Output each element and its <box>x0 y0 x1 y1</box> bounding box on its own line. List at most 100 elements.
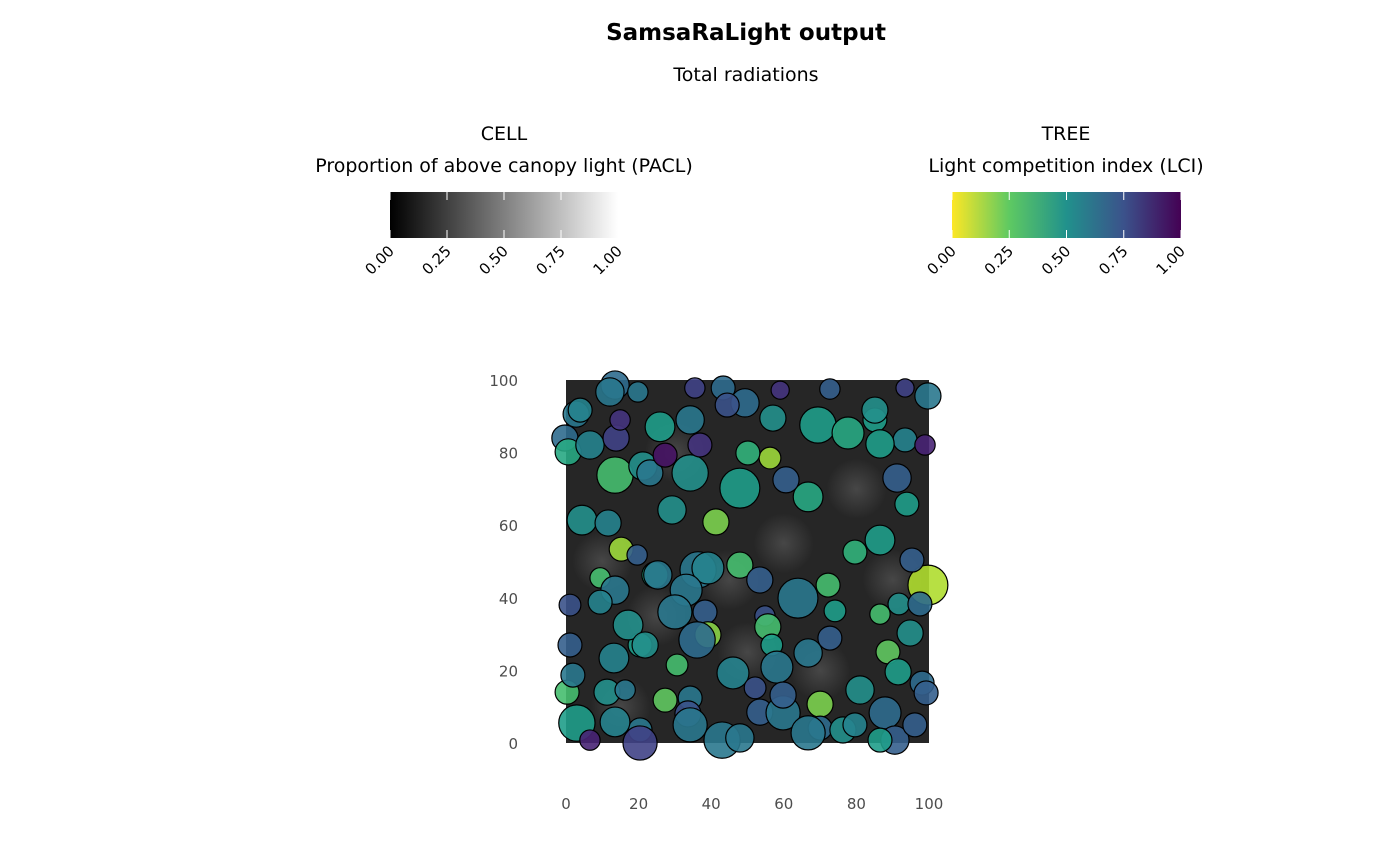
tree-point <box>758 446 782 470</box>
tree-point <box>831 416 865 450</box>
tree-point <box>819 378 841 400</box>
legend-tick-label: 1.00 <box>1152 242 1188 278</box>
legend-tick-label: 0.00 <box>361 242 397 278</box>
tree-point <box>842 712 868 738</box>
tree-point <box>806 690 834 718</box>
tree-point <box>867 727 893 753</box>
tree-point <box>868 696 902 730</box>
tree-point <box>726 551 754 579</box>
tree-point <box>598 642 630 674</box>
legend-tree-title: TREE <box>1041 123 1091 145</box>
tree-point <box>769 681 797 709</box>
tree-point <box>914 382 942 410</box>
x-tick-label: 80 <box>847 795 866 813</box>
tree-point <box>684 377 706 399</box>
tree-point <box>861 396 889 424</box>
tree-point <box>636 459 664 487</box>
tree-point <box>644 411 676 443</box>
legend-tick-label: 0.75 <box>532 242 568 278</box>
tree-point <box>865 429 895 459</box>
tree-point <box>914 434 936 456</box>
tree-point <box>652 687 678 713</box>
legend-cell-title: CELL <box>481 123 528 145</box>
tree-point <box>792 481 824 513</box>
tree-point <box>626 544 648 566</box>
x-tick-label: 40 <box>702 795 721 813</box>
tree-point <box>759 404 787 432</box>
tree-point <box>899 547 925 573</box>
legend-tick-label: 0.75 <box>1095 242 1131 278</box>
tree-point <box>579 729 601 751</box>
tree-point <box>558 593 582 617</box>
legend-tree: TREE Light competition index (LCI) 0.00 0… <box>923 123 1203 278</box>
tree-point <box>884 658 912 686</box>
tree-point <box>902 712 928 738</box>
tree-point <box>692 599 718 625</box>
tree-point <box>595 377 625 407</box>
tree-point <box>882 463 912 493</box>
tree-point <box>716 656 750 690</box>
legend-tick-label: 0.25 <box>418 242 454 278</box>
tree-point <box>714 392 740 418</box>
tree-point <box>719 467 761 509</box>
tree-point <box>799 406 837 444</box>
legend-tick-label: 1.00 <box>589 242 625 278</box>
tree-point <box>687 432 713 458</box>
tree-point <box>672 707 708 743</box>
cell-light-patch <box>826 458 887 519</box>
tree-point <box>777 577 819 619</box>
chart-subtitle: Total radiations <box>672 64 818 86</box>
tree-point <box>627 381 649 403</box>
tree-point <box>643 560 673 590</box>
tree-point <box>907 591 933 617</box>
tree-point <box>575 430 605 460</box>
cell-light-patch <box>753 513 814 574</box>
tree-point <box>691 551 725 585</box>
tree-point <box>735 440 761 466</box>
x-tick-label: 0 <box>561 795 571 813</box>
tree-point <box>894 491 920 517</box>
tree-point <box>587 589 613 615</box>
tree-point <box>887 592 911 616</box>
y-tick-label: 40 <box>499 590 518 608</box>
tree-point <box>657 594 693 630</box>
tree-point <box>675 405 705 435</box>
tree-point <box>896 619 924 647</box>
legend-tick-label: 0.50 <box>475 242 511 278</box>
chart-title: SamsaRaLight output <box>606 20 886 46</box>
tree-point <box>892 427 918 453</box>
tree-point <box>609 409 631 431</box>
tree-point <box>567 397 593 423</box>
tree-point <box>746 566 774 594</box>
legend-tick-label: 0.25 <box>981 242 1017 278</box>
plot-panel: 0 20 40 60 80 100 0 20 40 60 80 100 <box>489 370 949 813</box>
tree-point <box>631 631 659 659</box>
tree-point <box>702 508 730 536</box>
tree-point <box>842 539 868 565</box>
tree-point <box>599 706 631 738</box>
tree-point <box>817 625 843 651</box>
tree-point <box>596 456 634 494</box>
legend-cell: CELL Proportion of above canopy light (P… <box>315 123 693 278</box>
tree-point <box>869 603 891 625</box>
tree-point <box>557 632 583 658</box>
tree-point <box>845 675 875 705</box>
x-tick-label: 20 <box>629 795 648 813</box>
tree-point <box>614 679 636 701</box>
tree-point <box>566 504 598 536</box>
tree-point <box>760 650 794 684</box>
tree-point <box>790 715 826 751</box>
tree-point <box>770 380 790 400</box>
tree-point <box>622 725 658 761</box>
x-tick-label: 100 <box>915 795 944 813</box>
y-tick-label: 100 <box>489 372 518 390</box>
tree-point <box>665 653 689 677</box>
tree-point <box>657 495 687 525</box>
legend-tick-label: 0.50 <box>1038 242 1074 278</box>
tree-point <box>772 466 800 494</box>
tree-point <box>678 621 716 659</box>
tree-point <box>913 680 939 706</box>
tree-point <box>793 638 823 668</box>
tree-point <box>652 442 678 468</box>
